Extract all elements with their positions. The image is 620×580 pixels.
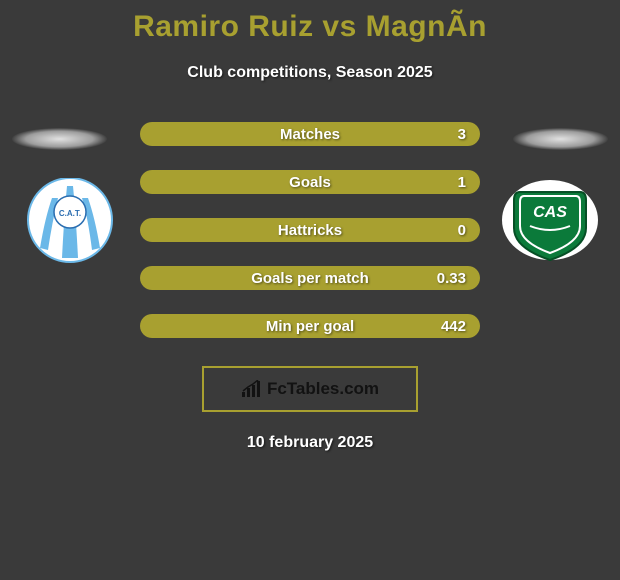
svg-text:CAS: CAS	[533, 204, 567, 221]
svg-text:C.A.T.: C.A.T.	[59, 209, 81, 218]
player-shadow-left	[12, 128, 107, 150]
stat-value: 3	[458, 126, 466, 143]
stat-row-hattricks: Hattricks 0	[140, 218, 480, 242]
stat-value: 0	[458, 222, 466, 239]
subtitle: Club competitions, Season 2025	[0, 64, 620, 82]
stat-row-goals-per-match: Goals per match 0.33	[140, 266, 480, 290]
team-badge-right-icon: CAS	[500, 178, 600, 263]
chart-icon	[241, 380, 263, 398]
brand-box: FcTables.com	[202, 366, 418, 412]
stat-label: Goals	[289, 174, 331, 191]
date-text: 10 february 2025	[0, 434, 620, 452]
stat-label: Hattricks	[278, 222, 342, 239]
team-badge-right: CAS	[500, 178, 600, 263]
stat-label: Min per goal	[266, 318, 354, 335]
team-badge-left: C.A.T.	[20, 178, 120, 263]
brand-text: FcTables.com	[267, 379, 379, 399]
player-shadow-right	[513, 128, 608, 150]
stat-row-min-per-goal: Min per goal 442	[140, 314, 480, 338]
stat-value: 1	[458, 174, 466, 191]
team-badge-left-icon: C.A.T.	[20, 178, 120, 263]
page-title: Ramiro Ruiz vs MagnÃn	[0, 0, 620, 44]
stat-row-matches: Matches 3	[140, 122, 480, 146]
stat-value: 0.33	[437, 270, 466, 287]
stat-row-goals: Goals 1	[140, 170, 480, 194]
stat-value: 442	[441, 318, 466, 335]
stat-label: Matches	[280, 126, 340, 143]
stat-label: Goals per match	[251, 270, 369, 287]
